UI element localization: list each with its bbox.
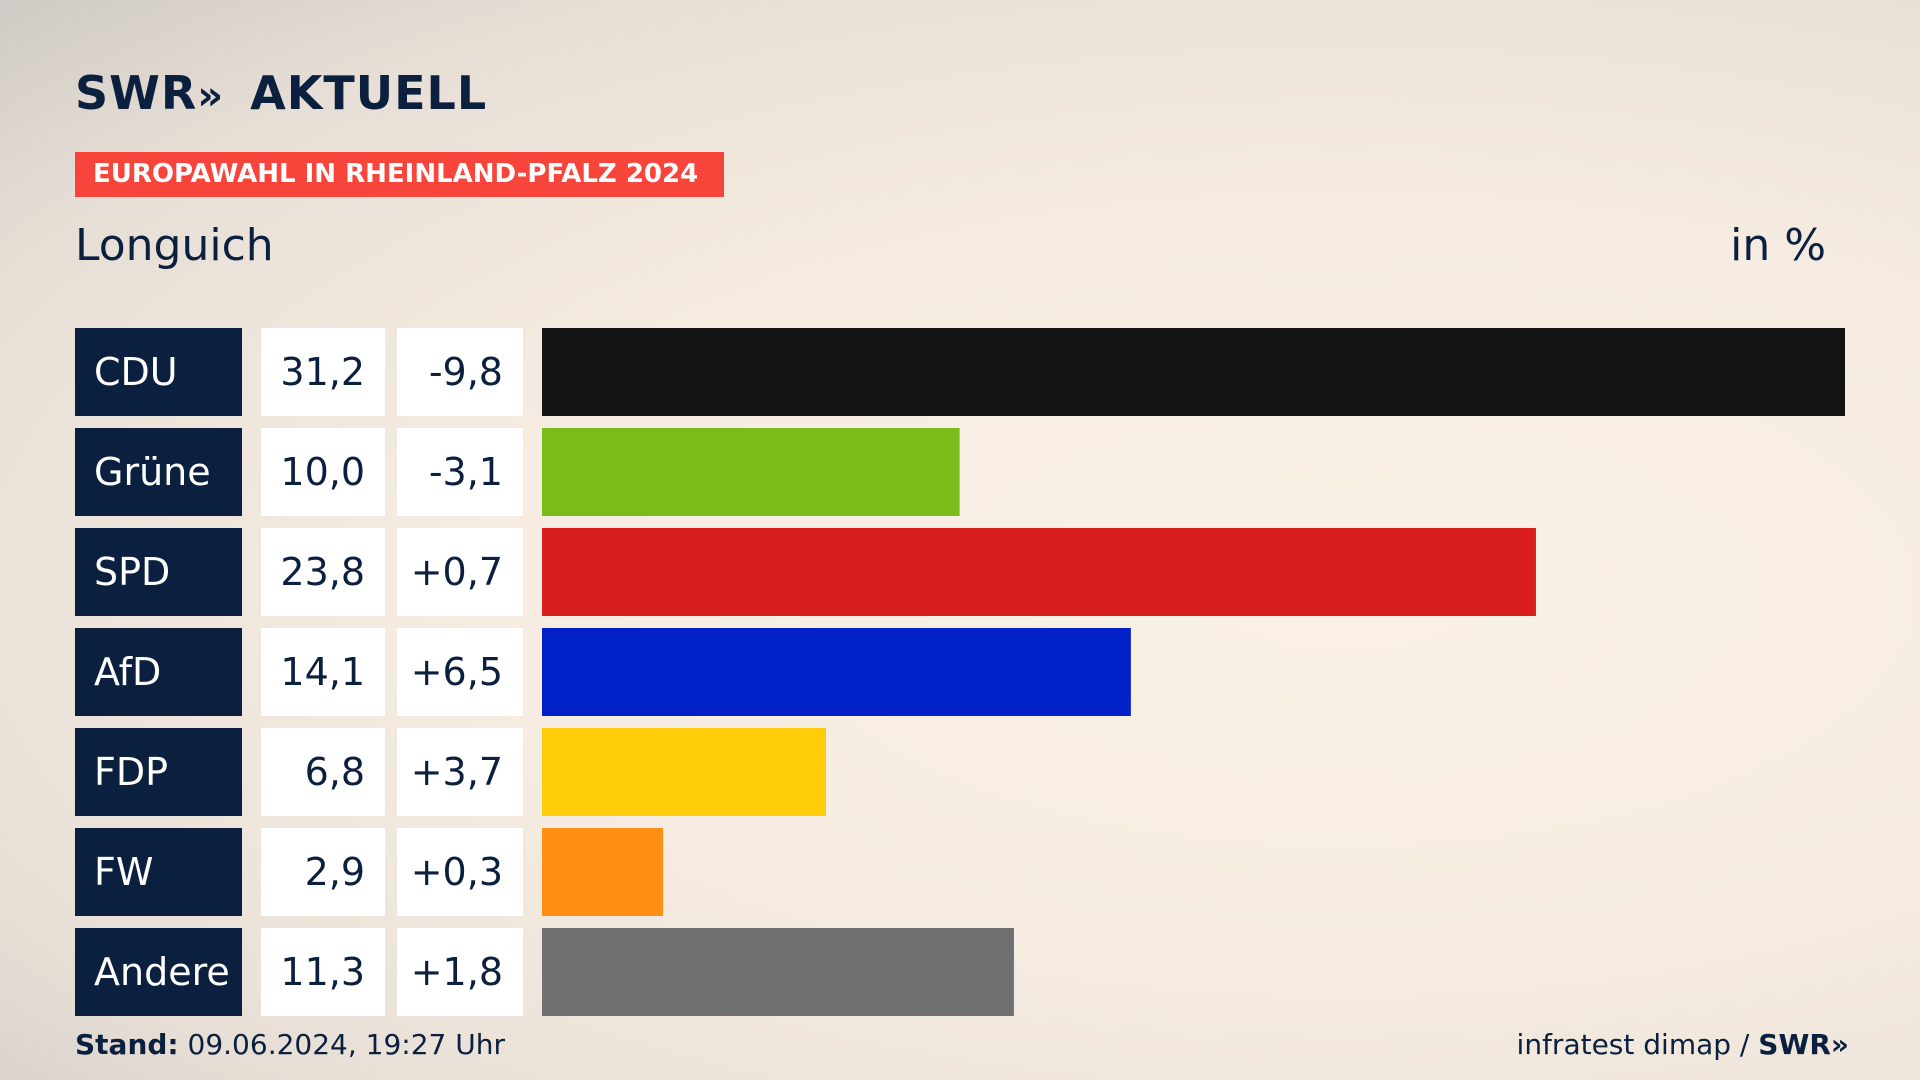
stand-value: 09.06.2024, 19:27 Uhr	[187, 1028, 505, 1061]
value-box	[261, 328, 385, 416]
result-bar	[542, 828, 664, 916]
unit-label: in %	[1730, 220, 1826, 271]
party-label: Andere	[94, 950, 230, 994]
change-label: +1,8	[411, 950, 503, 994]
value-box	[261, 628, 385, 716]
party-label-box	[75, 728, 242, 816]
change-label: +6,5	[411, 650, 503, 694]
change-label: +0,3	[411, 850, 503, 894]
change-box	[397, 928, 523, 1016]
value-box	[261, 828, 385, 916]
party-label-box	[75, 628, 242, 716]
change-box	[397, 428, 523, 516]
value-label: 11,3	[280, 950, 365, 994]
change-box	[397, 828, 523, 916]
change-label: +0,7	[411, 550, 503, 594]
value-label: 14,1	[280, 650, 365, 694]
source-logo: SWR	[1758, 1028, 1831, 1061]
party-label: CDU	[94, 350, 178, 394]
change-label: -3,1	[429, 450, 503, 494]
change-box	[397, 528, 523, 616]
value-box	[261, 528, 385, 616]
result-bar	[542, 528, 1536, 616]
party-label: SPD	[94, 550, 170, 594]
party-label: FDP	[94, 750, 168, 794]
logo-text: SWR	[75, 66, 198, 120]
party-label-box	[75, 828, 242, 916]
party-label-box	[75, 428, 242, 516]
result-bar	[542, 328, 1845, 416]
place-title: Longuich	[75, 220, 274, 271]
swr-aktuell-logo: SWR» AKTUELL	[75, 66, 487, 120]
party-label: Grüne	[94, 450, 211, 494]
value-label: 10,0	[280, 450, 365, 494]
value-box	[261, 928, 385, 1016]
value-box	[261, 428, 385, 516]
result-bar	[542, 628, 1131, 716]
stand-label: Stand:	[75, 1028, 179, 1061]
party-label-box	[75, 328, 242, 416]
value-box	[261, 728, 385, 816]
party-label-box	[75, 528, 242, 616]
change-label: +3,7	[411, 750, 503, 794]
change-box	[397, 728, 523, 816]
party-label: AfD	[94, 650, 161, 694]
election-banner: EUROPAWAHL IN RHEINLAND-PFALZ 2024	[75, 152, 724, 197]
change-box	[397, 628, 523, 716]
result-bar	[542, 728, 826, 816]
source-arrows-icon: »	[1830, 1028, 1849, 1061]
source-credit: infratest dimap / SWR»	[1516, 1028, 1849, 1061]
logo-suffix: AKTUELL	[250, 66, 488, 120]
value-label: 23,8	[280, 550, 365, 594]
source-text: infratest dimap /	[1516, 1028, 1750, 1061]
party-label: FW	[94, 850, 153, 894]
party-label-box	[75, 928, 242, 1016]
change-box	[397, 328, 523, 416]
value-label: 6,8	[305, 750, 365, 794]
value-label: 2,9	[305, 850, 365, 894]
value-label: 31,2	[280, 350, 365, 394]
change-label: -9,8	[429, 350, 503, 394]
result-bar	[542, 428, 960, 516]
result-bar	[542, 928, 1014, 1016]
timestamp: Stand: 09.06.2024, 19:27 Uhr	[75, 1028, 505, 1061]
